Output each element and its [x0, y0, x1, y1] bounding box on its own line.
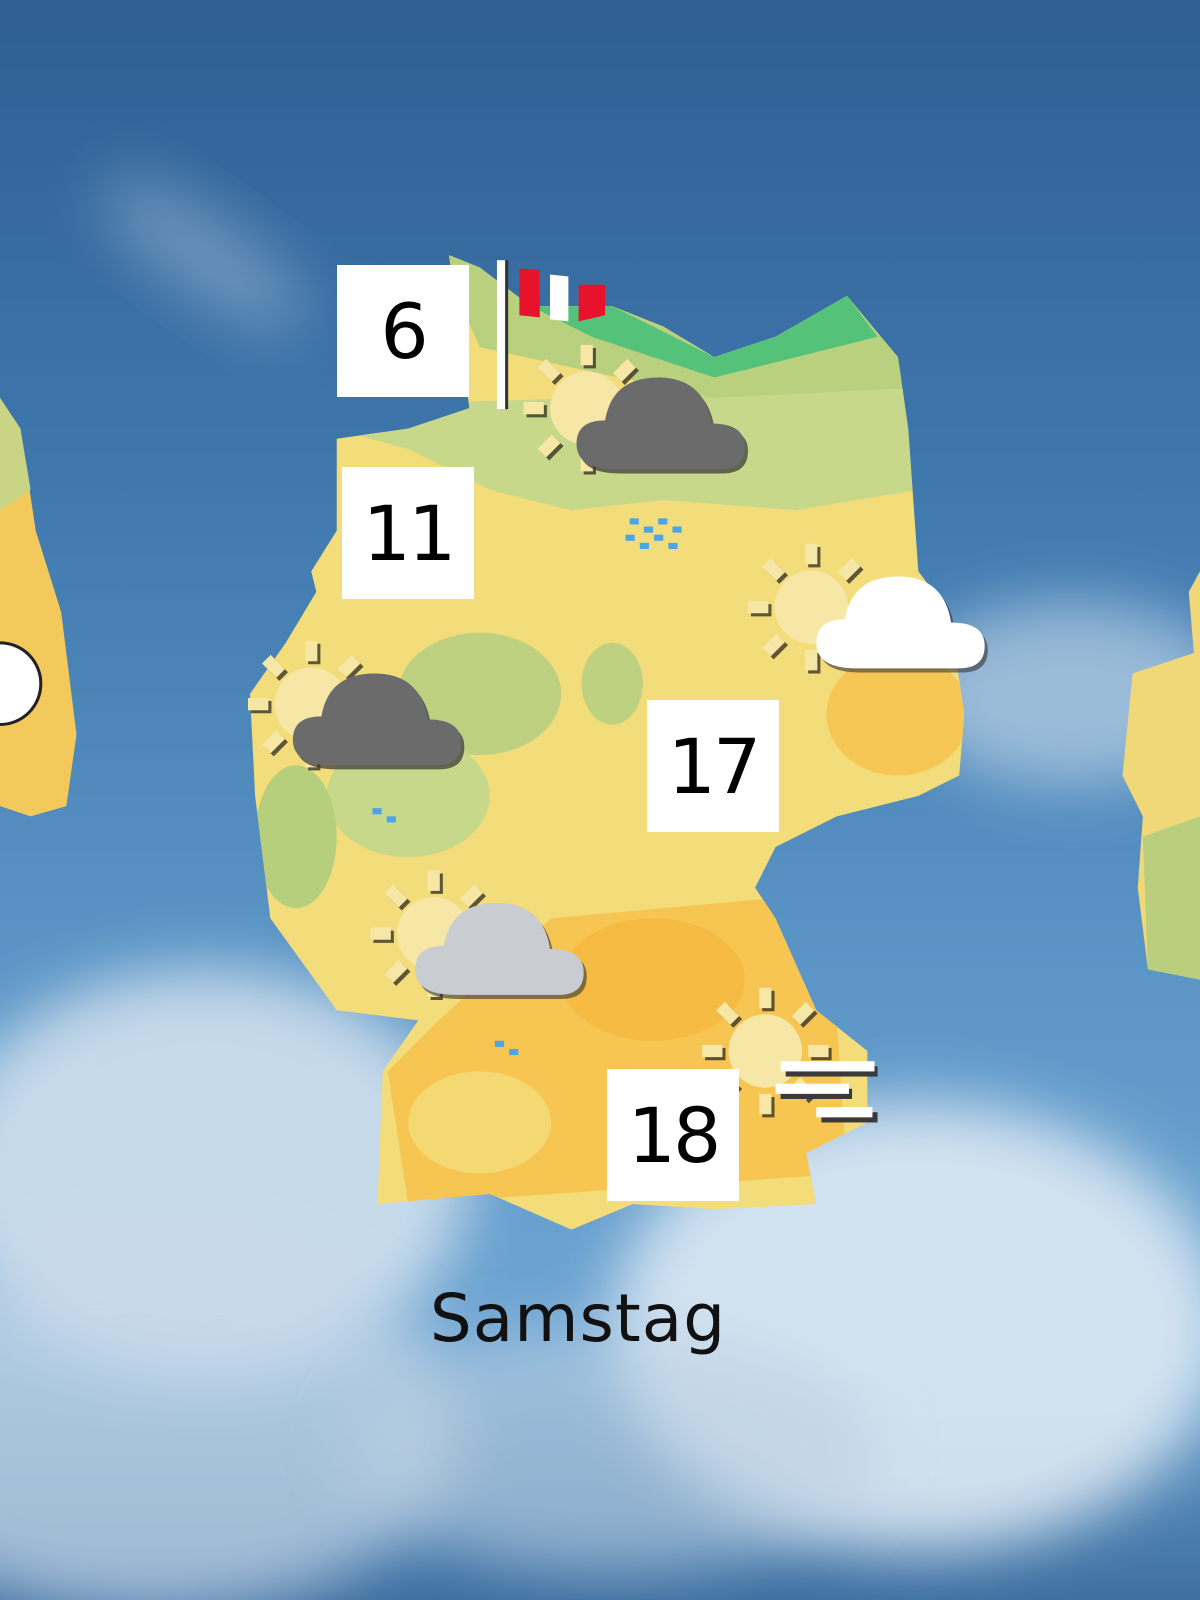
temperature-box: 11	[342, 467, 474, 599]
temperature-box: 17	[647, 700, 779, 832]
adjacent-map-right	[1122, 571, 1200, 980]
temperature-box: 6	[337, 265, 469, 397]
day-label: Samstag	[429, 1280, 727, 1357]
wind-flag-icon	[496, 260, 606, 410]
sun-wind-icon	[702, 988, 878, 1123]
temperature-box: 18	[607, 1069, 739, 1201]
adjacent-map-left	[0, 397, 77, 817]
